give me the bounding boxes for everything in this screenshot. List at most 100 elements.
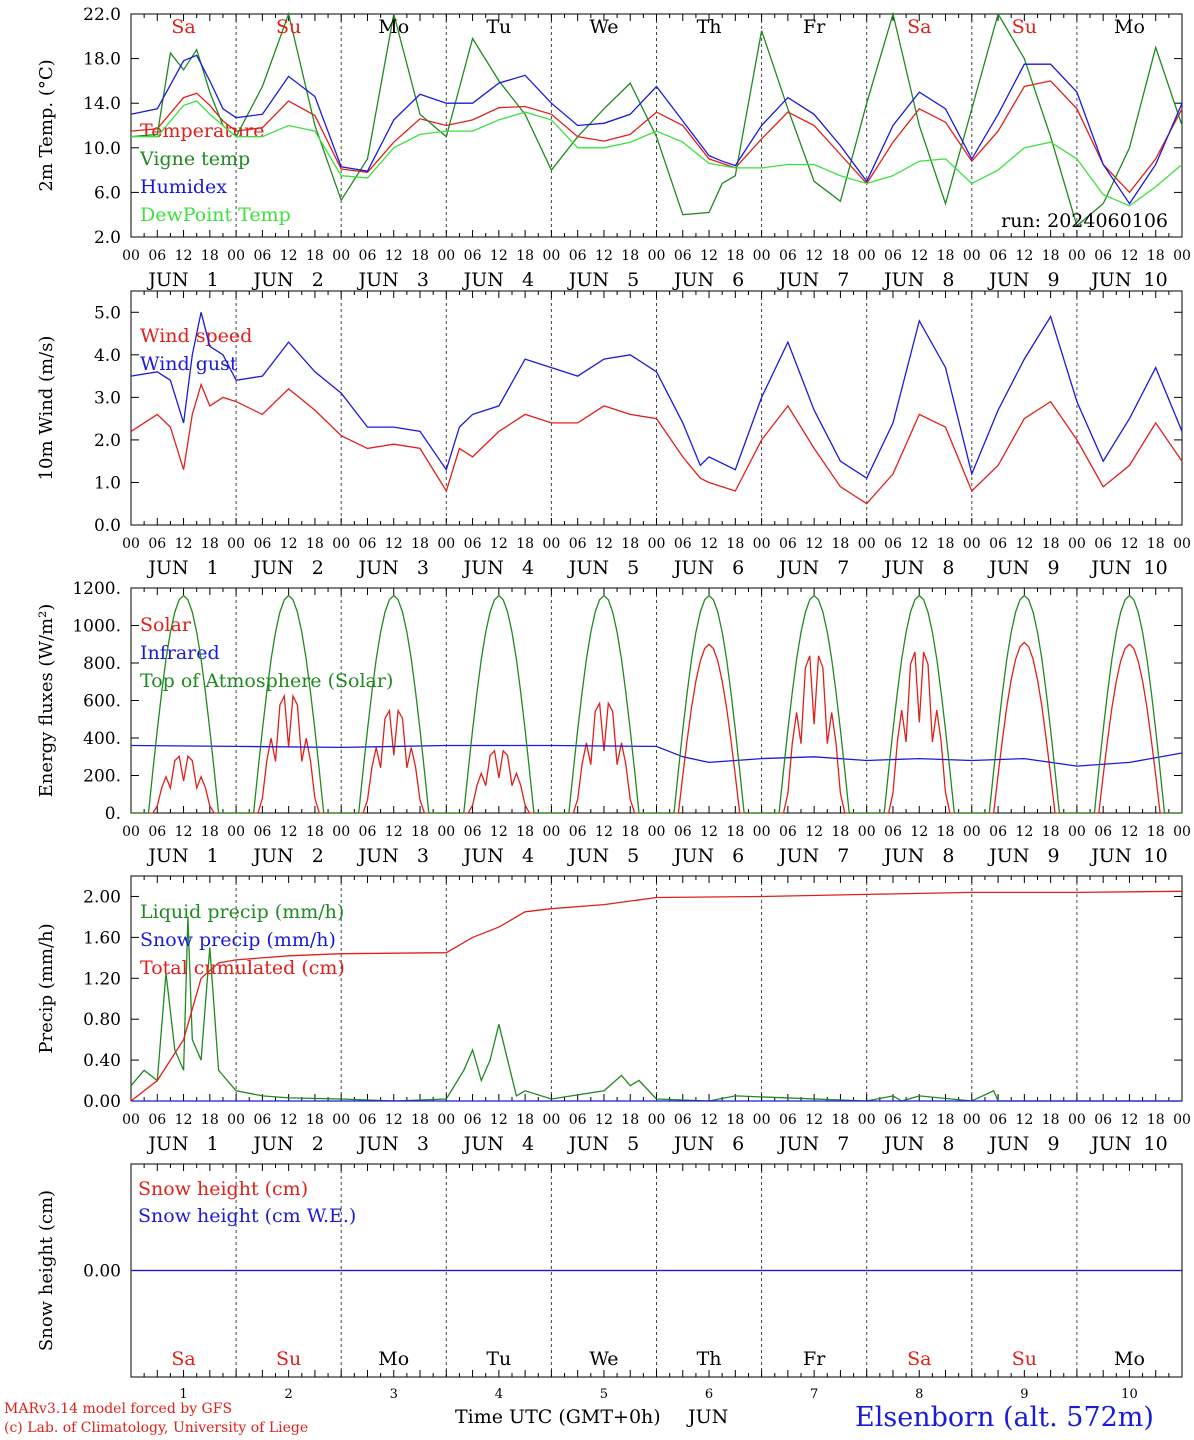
date-label: JUN 6 — [672, 269, 744, 291]
date-label: JUN 3 — [357, 845, 429, 867]
day-name-top: Su — [276, 16, 301, 38]
station-name: Elsenborn (alt. 572m) — [855, 1402, 1154, 1433]
hour-tick-label: 18 — [832, 536, 850, 552]
hour-tick-label: 12 — [595, 1112, 613, 1128]
hour-tick-label: 12 — [1121, 1112, 1139, 1128]
day-number: 9 — [1020, 1387, 1028, 1402]
hour-tick-label: 18 — [516, 248, 534, 264]
date-label: JUN 6 — [672, 1133, 744, 1155]
hour-tick-label: 06 — [674, 824, 692, 840]
hour-tick-label: 06 — [148, 1112, 166, 1128]
hour-tick-label: 06 — [569, 824, 587, 840]
hour-tick-label: 12 — [1015, 1112, 1033, 1128]
hour-tick-label: 00 — [227, 536, 245, 552]
hour-tick-label: 00 — [1068, 1112, 1086, 1128]
day-number: 10 — [1121, 1387, 1138, 1402]
hour-tick-label: 18 — [1042, 1112, 1060, 1128]
hour-tick-label: 12 — [910, 1112, 928, 1128]
hour-tick-label: 06 — [464, 248, 482, 264]
y-tick-label: 14.0 — [83, 94, 121, 114]
hour-tick-label: 00 — [227, 248, 245, 264]
y-axis-label: 10m Wind (m/s) — [36, 336, 57, 481]
hour-tick-label: 00 — [648, 824, 666, 840]
legend-entry: Humidex — [140, 176, 227, 198]
date-label: JUN 6 — [672, 557, 744, 579]
hour-tick-label: 00 — [437, 824, 455, 840]
hour-tick-label: 06 — [989, 536, 1007, 552]
hour-tick-label: 00 — [858, 824, 876, 840]
hour-tick-label: 12 — [280, 824, 298, 840]
hour-tick-label: 00 — [1068, 824, 1086, 840]
hour-tick-label: 06 — [569, 536, 587, 552]
hour-tick-label: 00 — [437, 248, 455, 264]
day-name-bottom: Tu — [486, 1348, 511, 1370]
hour-tick-label: 12 — [280, 1112, 298, 1128]
y-tick-label: 0.00 — [83, 1262, 121, 1282]
day-number: 5 — [600, 1387, 608, 1402]
hour-tick-label: 18 — [1147, 248, 1165, 264]
y-tick-label: 0.40 — [83, 1051, 121, 1071]
hour-tick-label: 18 — [411, 1112, 429, 1128]
y-tick-label: 800. — [83, 654, 121, 674]
y-tick-label: 5.0 — [94, 303, 121, 323]
day-name-top: Sa — [907, 16, 931, 38]
hour-tick-label: 00 — [227, 1112, 245, 1128]
y-tick-label: 6.0 — [94, 183, 121, 203]
day-name-bottom: Mo — [1114, 1348, 1145, 1370]
hour-tick-label: 06 — [989, 824, 1007, 840]
series-line-1 — [130, 744, 1183, 767]
hour-tick-label: 12 — [175, 1112, 193, 1128]
series-line-3 — [131, 100, 1183, 207]
date-label: JUN 8 — [882, 269, 954, 291]
day-number: 3 — [390, 1387, 398, 1402]
day-name-bottom: We — [589, 1348, 618, 1370]
series-line-0 — [130, 80, 1183, 194]
date-label: JUN 8 — [882, 1133, 954, 1155]
hour-tick-label: 00 — [122, 536, 140, 552]
hour-tick-label: 00 — [1068, 536, 1086, 552]
hour-tick-label: 18 — [726, 1112, 744, 1128]
hour-tick-label: 06 — [569, 248, 587, 264]
hour-tick-label: 00 — [542, 1112, 560, 1128]
day-name-top: Tu — [486, 16, 511, 38]
hour-tick-label: 18 — [411, 536, 429, 552]
day-name-top: Fr — [803, 16, 826, 38]
hour-tick-label: 00 — [122, 1112, 140, 1128]
y-tick-label: 3.0 — [94, 388, 121, 408]
date-label: JUN 7 — [777, 1133, 849, 1155]
hour-tick-label: 18 — [621, 824, 639, 840]
y-tick-label: 2.00 — [83, 887, 121, 907]
hour-tick-label: 12 — [385, 248, 403, 264]
date-label: JUN 3 — [357, 269, 429, 291]
hour-tick-label: 18 — [832, 1112, 850, 1128]
hour-tick-label: 12 — [490, 248, 508, 264]
y-tick-label: 600. — [83, 692, 121, 712]
y-tick-label: 200. — [83, 767, 121, 787]
hour-tick-label: 00 — [332, 536, 350, 552]
hour-tick-label: 12 — [805, 536, 823, 552]
hour-tick-label: 18 — [1147, 1112, 1165, 1128]
hour-tick-label: 00 — [753, 1112, 771, 1128]
date-label: JUN 7 — [777, 845, 849, 867]
legend-entry: Top of Atmosphere (Solar) — [140, 670, 393, 692]
hour-tick-label: 06 — [253, 824, 271, 840]
hour-tick-label: 00 — [227, 824, 245, 840]
legend-entry: Snow height (cm W.E.) — [138, 1205, 356, 1227]
date-label: JUN 4 — [462, 1133, 534, 1155]
y-tick-label: 1200. — [72, 579, 121, 599]
date-label: JUN 1 — [146, 557, 218, 579]
hour-tick-label: 12 — [700, 1112, 718, 1128]
hour-tick-label: 06 — [884, 1112, 902, 1128]
hour-tick-label: 12 — [805, 248, 823, 264]
y-tick-label: 0.80 — [83, 1010, 121, 1030]
hour-tick-label: 12 — [595, 536, 613, 552]
hour-tick-label: 00 — [753, 824, 771, 840]
hour-tick-label: 00 — [648, 1112, 666, 1128]
day-number: 1 — [179, 1387, 187, 1402]
date-label: JUN 10 — [1089, 269, 1168, 291]
hour-tick-label: 06 — [1094, 1112, 1112, 1128]
y-axis-label: Energy fluxes (W/m²) — [36, 604, 57, 798]
hour-tick-label: 06 — [674, 1112, 692, 1128]
date-label: JUN 9 — [987, 1133, 1059, 1155]
hour-tick-label: 18 — [937, 824, 955, 840]
